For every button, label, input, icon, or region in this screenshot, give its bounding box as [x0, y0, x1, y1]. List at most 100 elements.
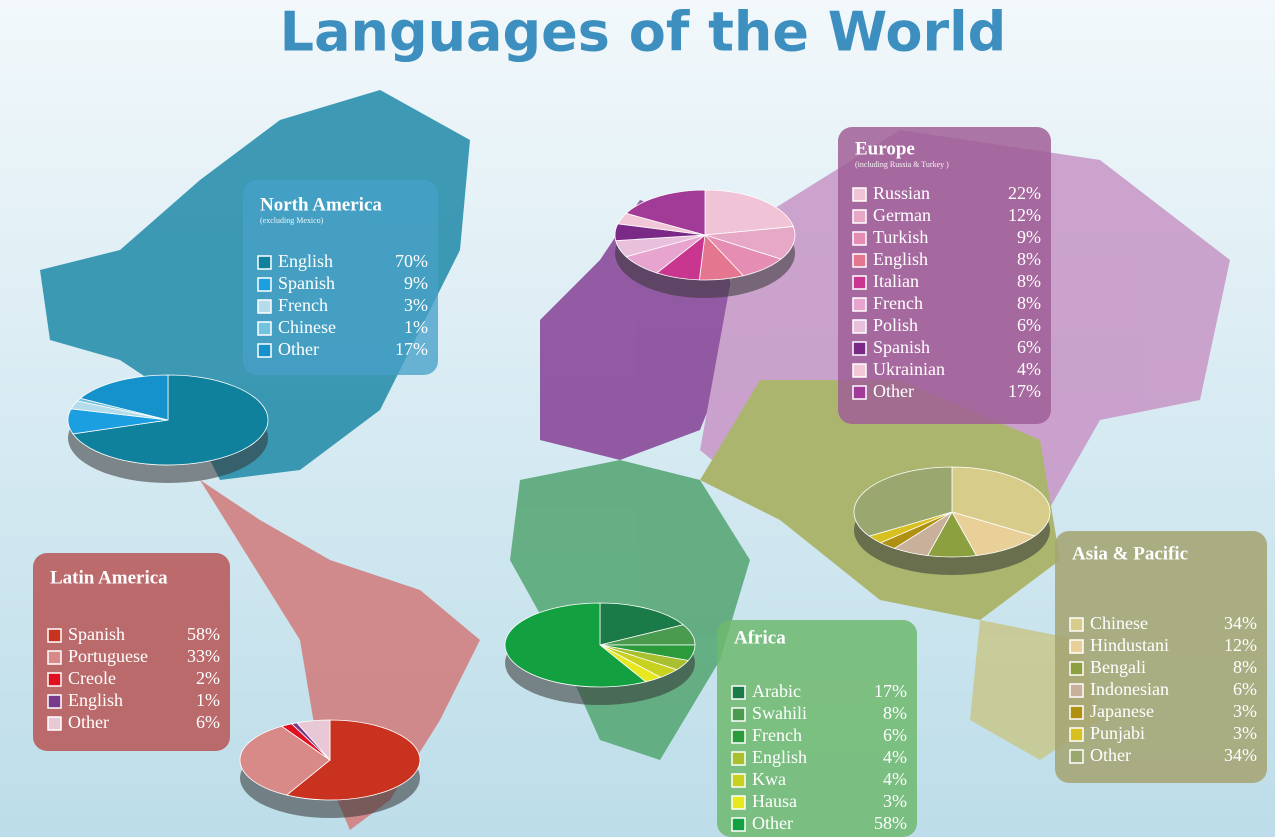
legend-swatch: [852, 231, 867, 246]
legend-subtitle: (excluding Mexico): [260, 216, 324, 225]
value-label: 58%: [187, 624, 220, 644]
legend-label: Hausa: [752, 791, 797, 811]
legend-label: Punjabi: [1090, 723, 1145, 743]
legend-label: English: [278, 251, 333, 271]
legend-label: Portuguese: [68, 646, 148, 666]
legend-label: Italian: [873, 271, 919, 291]
value-label: 8%: [1017, 271, 1041, 291]
value-label: 3%: [883, 791, 907, 811]
value-label: 17%: [874, 681, 907, 701]
legend-label: Other: [68, 712, 109, 732]
legend-label: English: [752, 747, 807, 767]
legend-label: Chinese: [1090, 613, 1148, 633]
value-label: 9%: [1017, 227, 1041, 247]
legend-swatch: [1069, 617, 1084, 632]
legend-label: Bengali: [1090, 657, 1146, 677]
legend-swatch: [1069, 727, 1084, 742]
value-label: 4%: [883, 769, 907, 789]
legend-swatch: [47, 628, 62, 643]
legend-label: Chinese: [278, 317, 336, 337]
legend-swatch: [47, 716, 62, 731]
legend-label: Russian: [873, 183, 930, 203]
value-label: 8%: [1017, 249, 1041, 269]
value-label: 4%: [883, 747, 907, 767]
value-label: 8%: [1233, 657, 1257, 677]
legend-swatch: [852, 385, 867, 400]
legend-title: North America: [260, 194, 382, 215]
legend-label: Other: [752, 813, 793, 833]
legend-label: Ukrainian: [873, 359, 945, 379]
legend-subtitle: (including Russia & Turkey ): [855, 160, 949, 169]
value-label: 4%: [1017, 359, 1041, 379]
legend-swatch: [852, 209, 867, 224]
legend-panel: [243, 180, 438, 375]
legend-box: Europe(including Russia & Turkey ) Russia…: [838, 127, 1051, 424]
pie: [67, 374, 269, 483]
value-label: 8%: [883, 703, 907, 723]
legend-swatch: [731, 795, 746, 810]
legend-panel: [717, 620, 917, 837]
pie-slice: [296, 719, 331, 762]
legend-swatch: [731, 729, 746, 744]
legend-label: French: [278, 295, 328, 315]
legend-label: Kwa: [752, 769, 786, 789]
legend-title: Europe: [855, 138, 915, 159]
pie: [614, 189, 796, 298]
value-label: 6%: [1017, 337, 1041, 357]
legend-box: Asia & Pacific Chinese 34% Hindustani 12% Ben…: [1055, 531, 1267, 783]
legend-title: Africa: [734, 627, 786, 648]
legend-swatch: [852, 275, 867, 290]
pie-slice: [599, 602, 685, 646]
pie-slice: [951, 511, 1036, 557]
legend-label: French: [873, 293, 923, 313]
pie-slice: [704, 226, 796, 260]
legend-swatch: [852, 253, 867, 268]
value-label: 34%: [1224, 745, 1257, 765]
value-label: 70%: [395, 251, 428, 271]
legend-swatch: [852, 187, 867, 202]
legend-panel: [33, 553, 230, 751]
legend-label: English: [873, 249, 928, 269]
legend-swatch: [257, 277, 272, 292]
pie: [504, 602, 696, 705]
legend-swatch: [257, 343, 272, 358]
legend-label: Arabic: [752, 681, 801, 701]
pie-slice: [79, 374, 169, 421]
pie-slice: [504, 602, 647, 688]
legend-swatch: [731, 773, 746, 788]
value-label: 6%: [196, 712, 220, 732]
legend-label: Hindustani: [1090, 635, 1169, 655]
legend-box: Africa Arabic 17% Swahili 8% French 6% English 4…: [717, 620, 917, 837]
legend-panel: [838, 127, 1051, 424]
legend-swatch: [1069, 749, 1084, 764]
legend-label: French: [752, 725, 802, 745]
value-label: 8%: [1017, 293, 1041, 313]
legend-swatch: [1069, 705, 1084, 720]
legend-box: North America(excluding Mexico) English 70…: [243, 180, 438, 375]
legend-swatch: [852, 297, 867, 312]
legend-label: German: [873, 205, 931, 225]
legend-label: Other: [873, 381, 914, 401]
legend-swatch: [1069, 661, 1084, 676]
pie: [853, 466, 1051, 575]
value-label: 17%: [1008, 381, 1041, 401]
legend-label: English: [68, 690, 123, 710]
legend-swatch: [731, 707, 746, 722]
value-label: 33%: [187, 646, 220, 666]
pie: [239, 719, 421, 818]
legend-label: Creole: [68, 668, 116, 688]
legend-label: Polish: [873, 315, 918, 335]
legend-swatch: [1069, 639, 1084, 654]
value-label: 1%: [404, 317, 428, 337]
legend-swatch: [852, 341, 867, 356]
pie-slice: [853, 466, 953, 537]
legend-label: Turkish: [873, 227, 928, 247]
legend-swatch: [47, 694, 62, 709]
legend-swatch: [257, 299, 272, 314]
legend-label: Spanish: [68, 624, 125, 644]
pie-slice: [72, 374, 269, 466]
legend-swatch: [47, 672, 62, 687]
legend-label: Swahili: [752, 703, 807, 723]
legend-box: Latin America Spanish 58% Portuguese 33% Creo…: [33, 553, 230, 751]
